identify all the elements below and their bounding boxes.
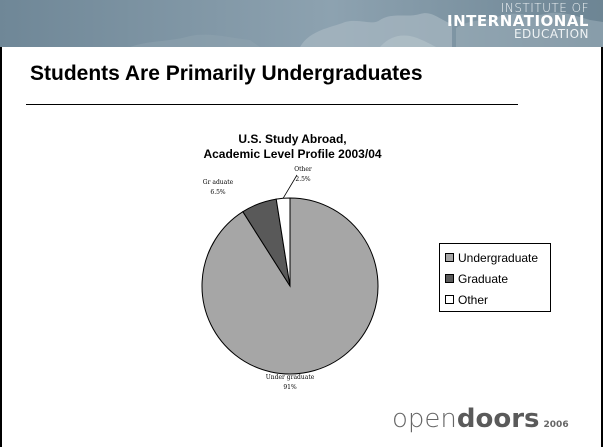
logo-text-year: 2006 [543, 420, 569, 430]
legend-label-undergraduate: Undergraduate [458, 250, 539, 265]
chart-legend: Undergraduate Graduate Other [439, 243, 551, 312]
slice-label-graduate: Gr aduate [203, 179, 234, 186]
slice-label-undergraduate: Under graduate [266, 374, 315, 381]
iie-brand-logo: INSTITUTE OF INTERNATIONAL EDUCATION [447, 2, 589, 41]
slide-title: Students Are Primarily Undergraduates [30, 62, 423, 85]
slice-label-other: Other [294, 166, 312, 173]
slice-value-undergraduate: 91% [283, 384, 297, 391]
chart-title-line-1: U.S. Study Abroad, [238, 132, 347, 146]
slice-value-other: 2.5% [295, 176, 311, 183]
chart-title: U.S. Study Abroad, Academic Level Profil… [150, 132, 435, 162]
legend-swatch-graduate [445, 274, 454, 283]
title-underline [26, 104, 518, 105]
legend-swatch-other [445, 295, 454, 304]
header-banner: INSTITUTE OF INTERNATIONAL EDUCATION [0, 0, 603, 47]
brand-line-1: INSTITUTE OF [500, 1, 589, 15]
logo-text-open: open [392, 404, 457, 434]
brand-line-3: EDUCATION [513, 27, 589, 41]
chart-title-line-2: Academic Level Profile 2003/04 [203, 147, 382, 161]
slice-value-graduate: 6.5% [210, 189, 226, 196]
legend-swatch-undergraduate [445, 253, 454, 262]
logo-text-doors: doors [456, 404, 540, 434]
leader-line-other [282, 174, 298, 199]
legend-label-other: Other [458, 292, 489, 307]
pie-slice-other [275, 197, 291, 287]
world-map-banner-graphic [0, 0, 603, 47]
opendoors-logo: opendoors 2006 [392, 404, 569, 434]
legend-label-graduate: Graduate [458, 271, 509, 286]
frame-left-border [0, 47, 2, 447]
legend-item-undergraduate: Undergraduate [445, 247, 550, 268]
legend-item-other: Other [445, 289, 550, 310]
frame-right-border [601, 47, 603, 447]
brand-line-2: INTERNATIONAL [447, 12, 589, 30]
legend-item-graduate: Graduate [445, 268, 550, 289]
